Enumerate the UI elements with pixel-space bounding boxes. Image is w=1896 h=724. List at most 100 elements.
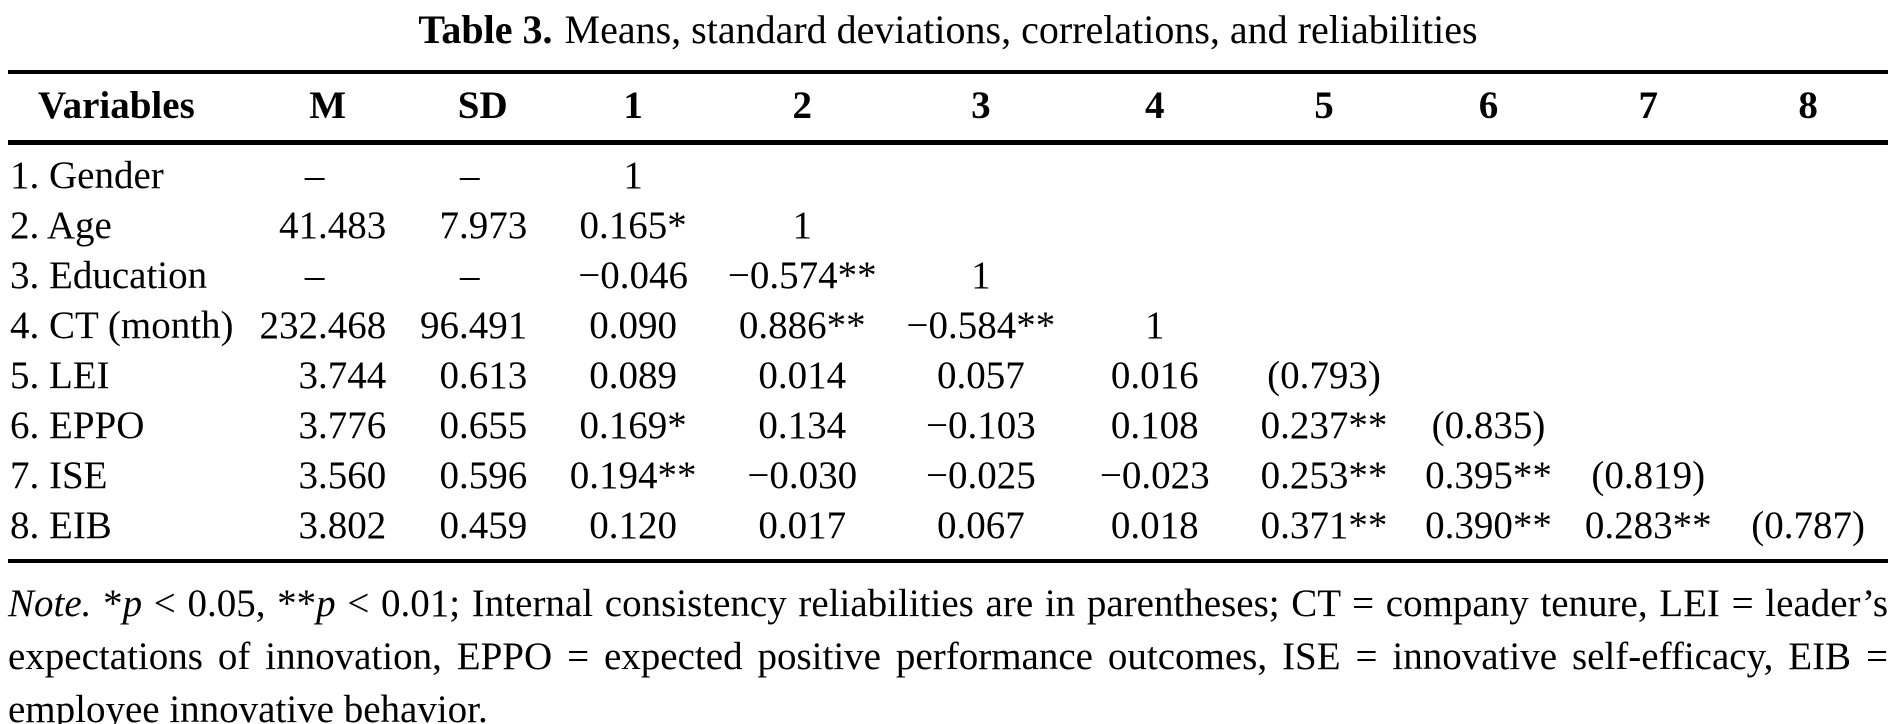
table-cell: – [459, 254, 480, 297]
table-cell: 0.090 [589, 304, 677, 347]
table-cell [1239, 301, 1408, 351]
table-cell: 0.089 [589, 354, 677, 397]
table-cell: 7. ISE [10, 454, 108, 497]
table-cell [1568, 301, 1728, 351]
table-cell: 0.057 [937, 354, 1025, 397]
table-cell: 0.613 [439, 354, 528, 397]
header-cell: 3 [971, 84, 991, 127]
table-cell: 0.655 [439, 404, 528, 447]
table-cell [1568, 351, 1728, 401]
table-cell: 1 [1145, 304, 1165, 347]
table-cell [1070, 251, 1239, 301]
table-cell [1728, 451, 1888, 501]
note-p1: p [122, 582, 143, 625]
header-cell: 7 [1638, 84, 1658, 127]
table-cell [892, 201, 1071, 251]
table-cell [1568, 143, 1728, 202]
table-cell: 5. LEI [10, 354, 110, 397]
table-row: 3. Education – – −0.046 −0.574** 1 [8, 251, 1888, 301]
table-cell [1239, 201, 1408, 251]
note-p2: p [316, 582, 336, 625]
table-cell: 8. EIB [10, 504, 112, 547]
table-cell: 0.886** [738, 304, 866, 347]
table-cell: 96.491 [419, 304, 528, 347]
table-row: 1. Gender – – 1 [8, 143, 1888, 202]
table-note: Note. *p < 0.05, **p < 0.01; Internal co… [8, 577, 1888, 724]
table-cell: −0.023 [1099, 454, 1210, 497]
table-cell [1728, 401, 1888, 451]
header-row: Variables M SD 1 2 3 4 5 6 7 8 [8, 72, 1888, 143]
header-cell: 2 [792, 84, 813, 127]
table-title-label: Table 3. [418, 7, 553, 52]
table-cell: −0.030 [747, 454, 858, 497]
table-cell [1239, 251, 1408, 301]
table-row: 6. EPPO 3.776 0.655 0.169* 0.134 −0.103 0.108 0… [8, 401, 1888, 451]
table-body: 1. Gender – –1 2. Age 41.483 7.973 0.165* 1 3. E… [8, 143, 1888, 562]
table-cell: 7.973 [439, 204, 528, 247]
table-cell: −0.025 [926, 454, 1036, 497]
table-cell: 3.560 [298, 454, 387, 497]
table-cell: 0.371** [1260, 504, 1388, 547]
table-cell [1728, 301, 1888, 351]
table-header: Variables M SD 1 2 3 4 5 6 7 8 [8, 72, 1888, 143]
table-cell: 0.067 [937, 504, 1025, 547]
table-cell: (0.835) [1431, 404, 1546, 447]
note-seg2: < 0.05, ** [142, 582, 317, 625]
header-cell: 4 [1145, 84, 1165, 127]
table-cell: 1 [623, 154, 643, 197]
table-cell: −0.103 [926, 404, 1036, 447]
note-seg1: * [91, 582, 123, 625]
table-cell: 0.120 [589, 504, 677, 547]
header-cell: 1 [623, 84, 643, 127]
table-cell: 0.169* [579, 404, 687, 447]
table-cell [1409, 201, 1569, 251]
table-cell: (0.819) [1591, 454, 1706, 497]
table-row: 8. EIB 3.802 0.459 0.120 0.017 0.067 0.018 0.37… [8, 501, 1888, 561]
table-cell [1409, 351, 1569, 401]
header-cell: Variables [38, 84, 195, 127]
note-label: Note. [8, 582, 92, 625]
table-cell [1728, 143, 1888, 202]
table-cell: 0.395** [1425, 454, 1552, 497]
table-cell [1568, 251, 1728, 301]
table-cell: 1 [971, 254, 991, 297]
table-cell: 0.253** [1260, 454, 1388, 497]
table-cell: 0.018 [1110, 504, 1199, 547]
table-cell [1070, 201, 1239, 251]
table-cell: – [304, 154, 325, 197]
table-title: Table 3. Means, standard deviations, corr… [8, 6, 1888, 54]
header-cell: M [309, 84, 346, 127]
table-cell: 3. Education [10, 254, 208, 297]
table-cell: 1. Gender [10, 154, 164, 197]
table-row: 5. LEI 3.744 0.613 0.089 0.014 0.057 0.016 (0.7… [8, 351, 1888, 401]
table-cell [1568, 401, 1728, 451]
table-cell: 0.165* [579, 204, 687, 247]
table-cell [1409, 251, 1569, 301]
table-cell: – [459, 154, 480, 197]
table-cell: 2. Age [10, 204, 112, 247]
header-cell: 8 [1798, 84, 1818, 127]
table-row: 7. ISE 3.560 0.596 0.194** −0.030 −0.025 −0.02… [8, 451, 1888, 501]
table-cell: −0.584** [906, 304, 1056, 347]
table-cell: 0.014 [758, 354, 847, 397]
table-cell: 0.017 [758, 504, 847, 547]
header-cell: SD [457, 84, 508, 127]
table-cell: – [304, 254, 325, 297]
note-seg3: < 0.01; Internal consistency reliabiliti… [8, 582, 1889, 724]
table-cell [892, 143, 1071, 202]
table-cell: −0.574** [727, 254, 877, 297]
table-cell: 1 [792, 204, 813, 247]
table-cell: 0.108 [1110, 404, 1199, 447]
table-cell: 0.390** [1425, 504, 1552, 547]
table-cell: (0.793) [1267, 354, 1381, 397]
table-cell [713, 143, 892, 202]
table-cell: 3.802 [298, 504, 387, 547]
header-cell: 6 [1478, 84, 1499, 127]
correlation-table: Variables M SD 1 2 3 4 5 6 7 8 1. Gender – – 1 2. Age 4… [8, 70, 1888, 563]
table-title-text: Means, standard deviations, correlations… [564, 7, 1478, 52]
table-cell [1409, 143, 1569, 202]
table-cell: 0.596 [439, 454, 528, 497]
table-cell: 0.283** [1584, 504, 1712, 547]
table-cell: 0.237** [1260, 404, 1388, 447]
